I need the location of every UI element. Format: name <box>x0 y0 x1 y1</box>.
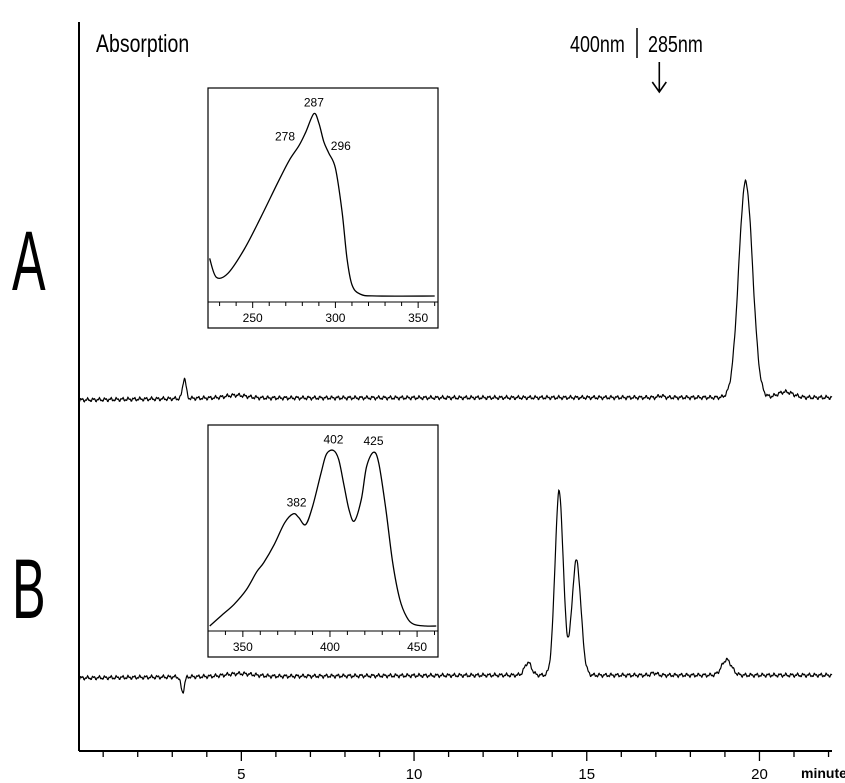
inset-peak-label-278: 278 <box>275 130 295 144</box>
inset-tick-label-0: 250 <box>243 311 263 325</box>
chromatogram-trace-b <box>78 489 833 694</box>
wavelength-after-label: 285nm <box>648 32 703 58</box>
y-axis-label: Absorption <box>96 30 189 58</box>
inset-peak-label-402: 402 <box>323 432 343 446</box>
inset-a-frame <box>207 87 439 329</box>
inset-b-peak-labels: 382 402 425 <box>287 432 384 509</box>
inset-peak-label-287: 287 <box>304 96 324 110</box>
inset-spectrum-b: 350 400 450 382 402 425 <box>207 424 439 658</box>
x-tick-label-3: 20 <box>751 766 768 783</box>
inset-spectrum-a: 250 300 350 278 287 296 <box>207 87 439 329</box>
inset-b-ticks: 350 400 450 <box>207 631 436 654</box>
inset-tick-label-2: 350 <box>408 311 428 325</box>
inset-a-ticks: 250 300 350 <box>219 302 436 325</box>
inset-b-spectrum-curve <box>209 449 437 627</box>
inset-tick-label-0: 350 <box>233 640 253 654</box>
x-tick-label-0: 5 <box>237 766 245 783</box>
x-tick-label-1: 10 <box>406 766 423 783</box>
inset-a-peak-labels: 278 287 296 <box>275 96 351 153</box>
panel-label-b: B <box>12 542 46 637</box>
panel-label-a: A <box>12 214 46 309</box>
switch-arrow-head <box>651 81 667 94</box>
inset-tick-label-2: 450 <box>407 640 427 654</box>
inset-peak-label-382: 382 <box>287 495 307 509</box>
wavelength-switch-annotation: 400nm 285nm <box>570 28 703 94</box>
inset-tick-label-1: 300 <box>325 311 345 325</box>
inset-a-spectrum-curve <box>209 112 435 297</box>
chromatogram-trace-a <box>78 178 833 403</box>
inset-peak-label-425: 425 <box>364 434 384 448</box>
wavelength-before-label: 400nm <box>570 32 625 58</box>
x-axis-label: minute <box>801 765 845 781</box>
inset-tick-label-1: 400 <box>320 640 340 654</box>
x-axis-ticks <box>102 751 830 761</box>
x-axis-tick-labels: 5 10 15 20 <box>237 766 768 783</box>
inset-b-frame <box>207 424 439 658</box>
x-tick-label-2: 15 <box>578 766 595 783</box>
inset-peak-label-296: 296 <box>331 139 351 153</box>
